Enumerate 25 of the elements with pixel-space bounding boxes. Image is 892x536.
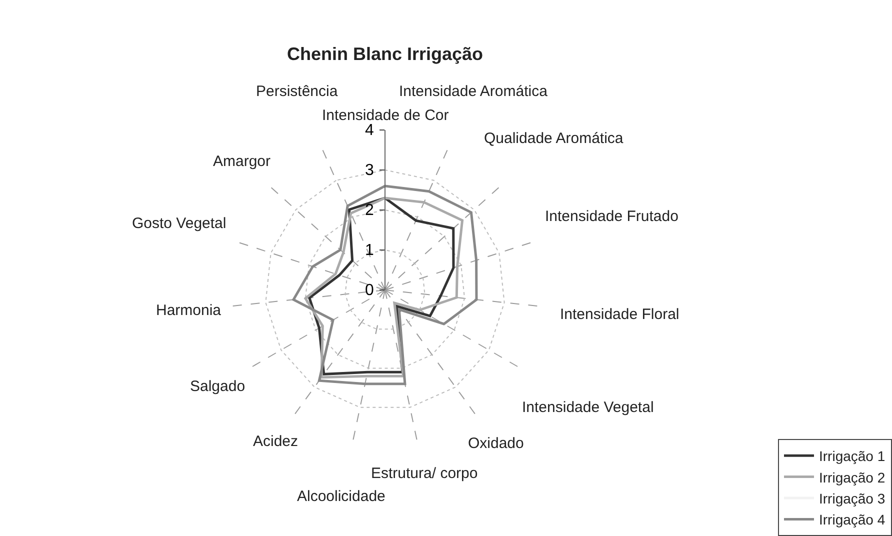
spoke-label: Gosto Vegetal — [132, 215, 226, 232]
spoke-label: Intensidade Floral — [560, 306, 680, 323]
legend-label: Irrigação 2 — [819, 469, 886, 486]
spoke-label: Qualidade Aromática — [484, 130, 624, 147]
spoke-label: Amargor — [213, 153, 271, 170]
spoke-label: Salgado — [190, 378, 246, 395]
spoke-label: Persistência — [256, 83, 338, 100]
legend-label: Irrigação 1 — [819, 448, 886, 464]
spoke-label: Intensidade Vegetal — [522, 399, 654, 416]
spoke-label: Oxidado — [468, 435, 524, 452]
spoke-label: Acidez — [253, 433, 298, 450]
spoke-label: Intensidade Frutado — [545, 208, 678, 225]
y-tick-label: 0 — [364, 282, 374, 300]
legend-label: Irrigação 4 — [819, 512, 886, 528]
y-tick-label: 2 — [364, 202, 374, 220]
chart-title: Chenin Blanc Irrigação — [286, 44, 484, 64]
y-tick-label: 1 — [364, 242, 374, 260]
legend-label: Irrigação 3 — [819, 490, 886, 506]
spoke-label: Intensidade Aromática — [399, 83, 548, 100]
y-tick-label: 3 — [364, 162, 374, 180]
y-tick-label: 4 — [364, 122, 374, 140]
spoke-label: Estrutura/ corpo — [371, 465, 478, 482]
spoke-label: Harmonia — [156, 302, 222, 319]
spoke-label: Alcoolicidade — [297, 488, 386, 505]
spoke-label: Intensidade de Cor — [322, 107, 449, 124]
